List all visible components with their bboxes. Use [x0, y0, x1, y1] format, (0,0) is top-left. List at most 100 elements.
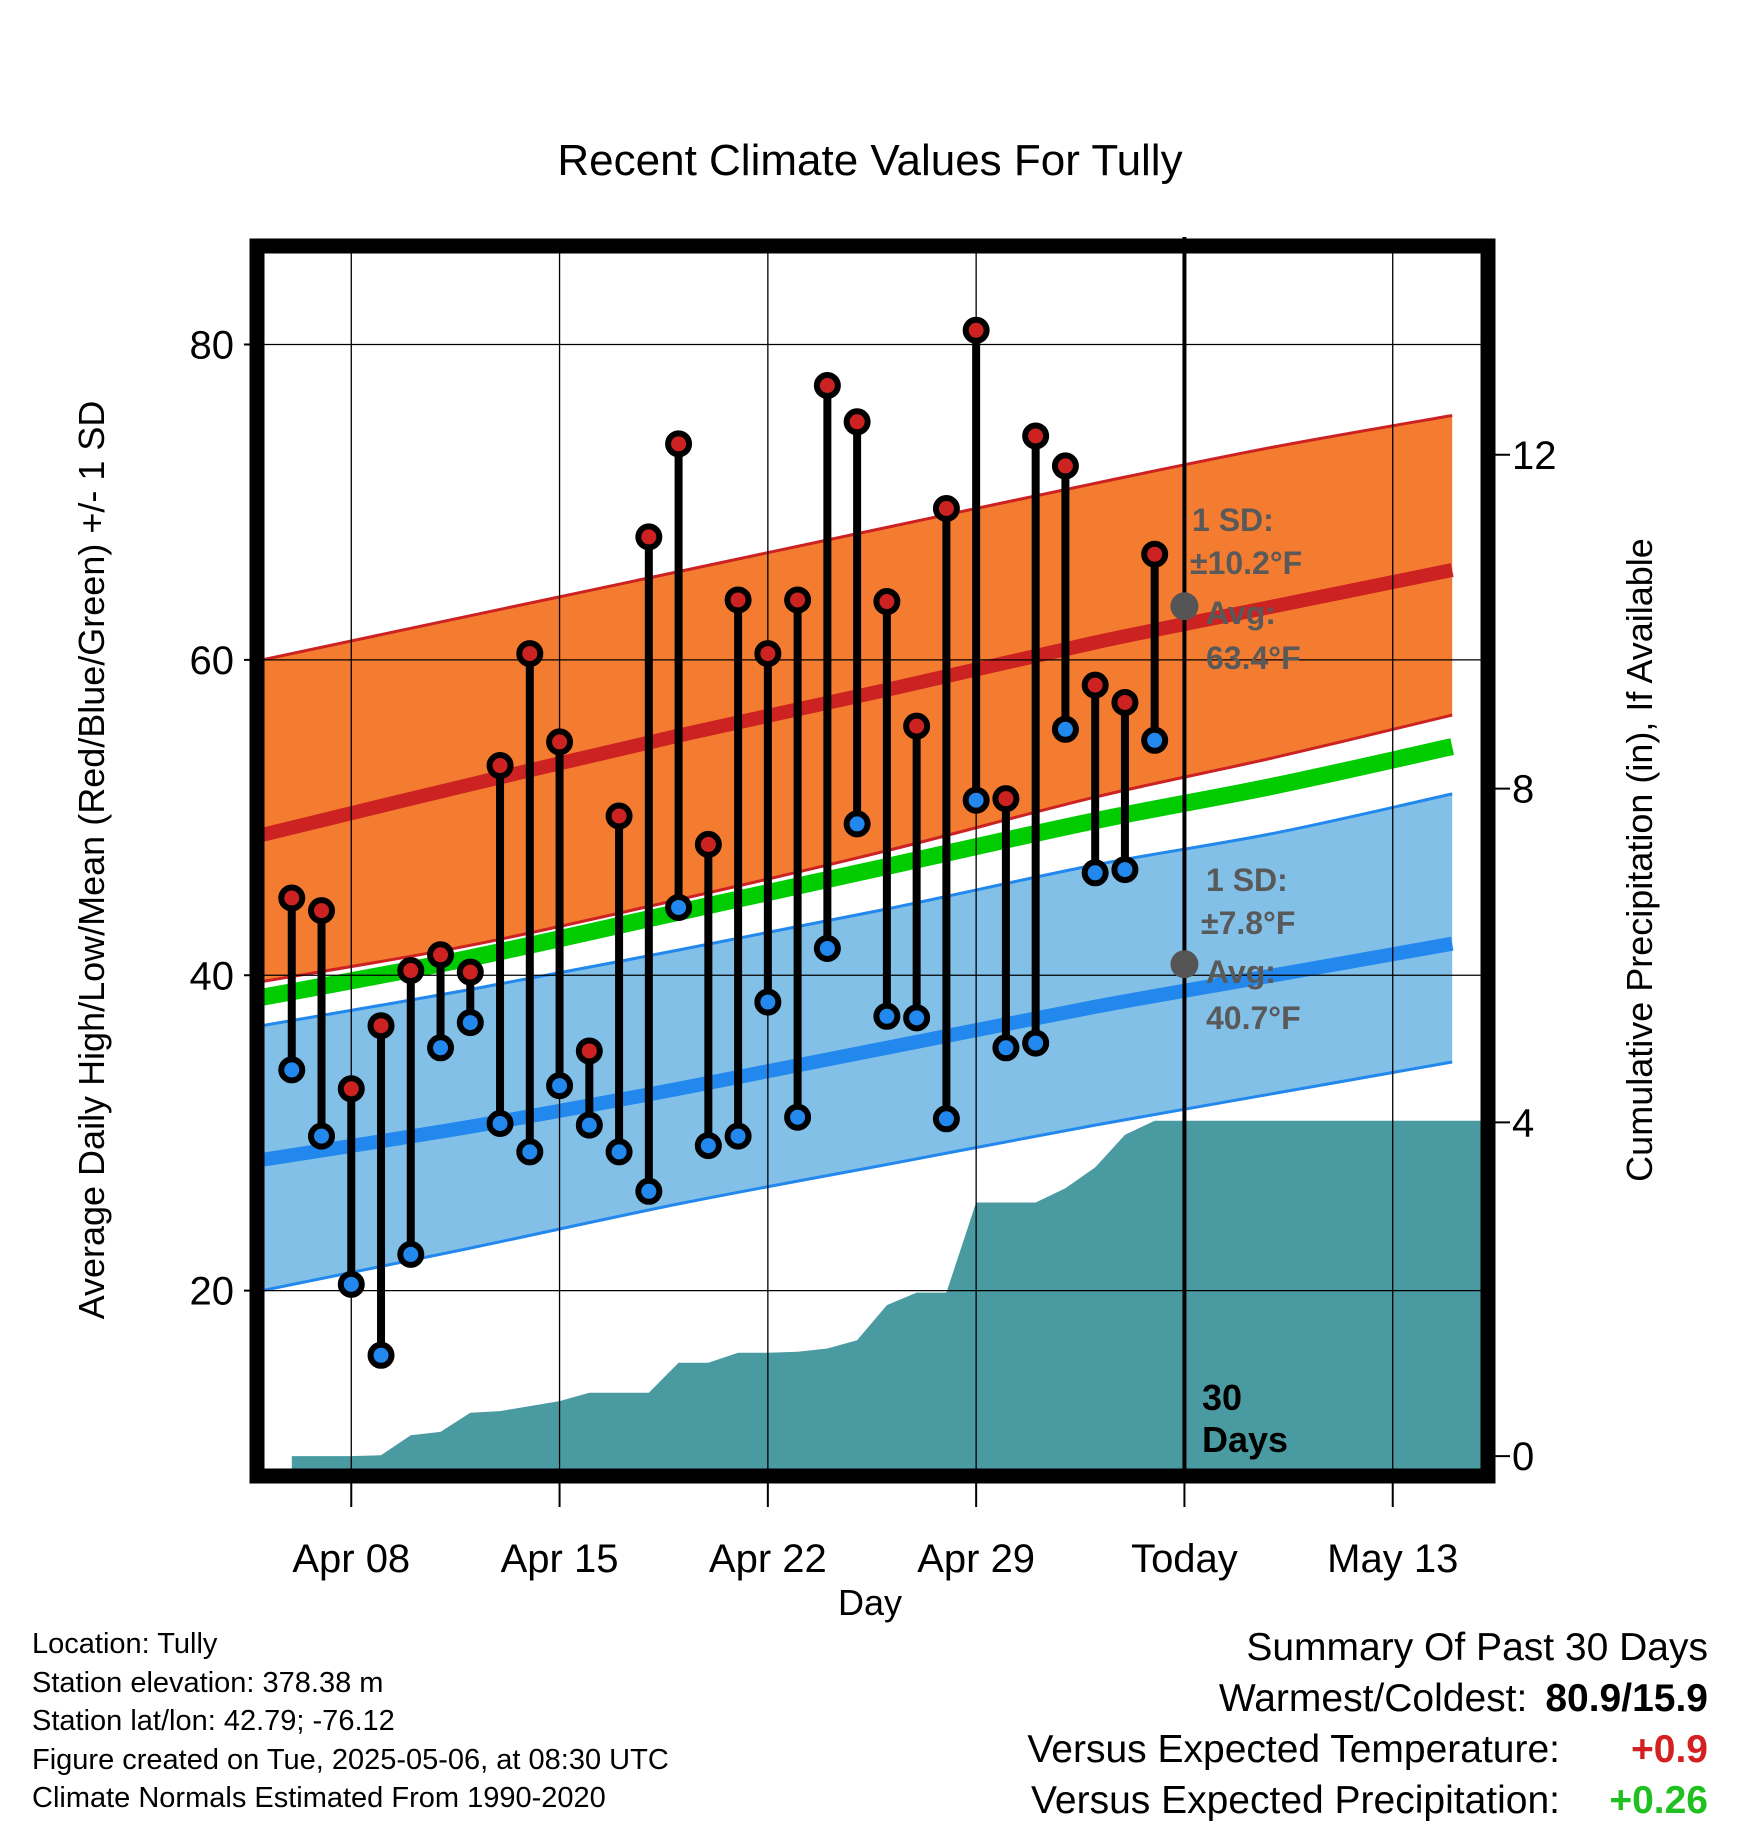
high-temp-point: [784, 586, 812, 614]
window-label-number: 30: [1202, 1377, 1242, 1418]
high-temp-point: [1141, 540, 1169, 568]
low-temp-point: [397, 1240, 425, 1268]
high-temp-point: [694, 830, 722, 858]
low-temp-point: [962, 786, 990, 814]
summary-panel: Summary Of Past 30 Days Warmest/Coldest:…: [1027, 1622, 1708, 1826]
plot-frame: [249, 238, 1496, 1484]
low-temp-point: [1022, 1029, 1050, 1057]
x-tick-label: Today: [1131, 1537, 1238, 1581]
low-temp-point: [486, 1110, 514, 1137]
low-avg-value: 40.7°F: [1206, 1000, 1301, 1036]
x-axis-label: Day: [838, 1582, 902, 1623]
window-label-days: Days: [1202, 1419, 1288, 1460]
low-temp-point: [694, 1132, 722, 1160]
high-temp-point: [427, 941, 455, 969]
high-band-upper-edge: [262, 414, 1453, 662]
low-temp-point: [903, 1004, 931, 1032]
annotations: 1 SD: ±10.2°F Avg: 63.4°F 1 SD: ±7.8°F A…: [1190, 502, 1302, 1460]
high-temp-point: [397, 957, 425, 985]
summary-title: Summary Of Past 30 Days: [1246, 1626, 1708, 1669]
high-temp-point: [367, 1012, 395, 1040]
low-temp-point: [843, 810, 871, 838]
low-temp-point: [1051, 715, 1079, 743]
high-avg-value: 63.4°F: [1206, 640, 1301, 676]
x-tick-label: Apr 29: [917, 1537, 1035, 1581]
today-low-avg-marker: [1170, 950, 1199, 979]
high-temp-point: [873, 588, 901, 616]
high-temp-point: [1111, 688, 1139, 716]
low-temp-point: [873, 1002, 901, 1030]
station-info: Location: Tully Station elevation: 378.3…: [32, 1625, 669, 1818]
data-marks: [278, 316, 1199, 1369]
high-temp-point: [1022, 422, 1050, 450]
elevation-text: Station elevation: 378.38 m: [32, 1666, 384, 1699]
x-tick-label: May 13: [1327, 1537, 1458, 1581]
high-temp-point: [813, 372, 841, 399]
low-temp-point: [724, 1122, 752, 1150]
latlon-text: Station lat/lon: 42.79; -76.12: [32, 1705, 395, 1737]
low-temp-point: [575, 1111, 603, 1139]
low-temp-point: [546, 1072, 574, 1100]
high-temp-point: [456, 958, 484, 986]
low-temp-point: [337, 1270, 365, 1298]
high-sd-label: 1 SD:: [1192, 502, 1274, 538]
low-temp-point: [367, 1341, 395, 1369]
low-temp-point: [516, 1138, 544, 1166]
precip-anomaly-label: Versus Expected Precipitation:: [1031, 1779, 1560, 1822]
warmest-label: Warmest/Coldest:: [1218, 1677, 1528, 1720]
temp-anomaly-label: Versus Expected Temperature:: [1027, 1728, 1560, 1771]
low-temp-point: [427, 1034, 455, 1062]
high-avg-label: Avg:: [1206, 595, 1276, 631]
high-temp-point: [575, 1037, 603, 1065]
y2-tick-label: 4: [1512, 1101, 1534, 1145]
high-temp-point: [932, 495, 960, 522]
x-tick-label: Apr 08: [292, 1537, 410, 1581]
high-temp-point: [754, 640, 782, 668]
high-temp-point: [278, 884, 306, 912]
high-temp-point: [1081, 671, 1109, 699]
low-sd-label: 1 SD:: [1206, 862, 1288, 898]
temp-anomaly-value: +0.9: [1631, 1728, 1708, 1771]
climate-chart: Recent Climate Values For Tully 20406080…: [71, 136, 1660, 1623]
high-temp-point: [903, 712, 931, 740]
low-temp-point: [665, 893, 693, 921]
low-avg-label: Avg:: [1206, 954, 1276, 990]
y2-tick-label: 0: [1512, 1435, 1534, 1479]
high-temp-point: [992, 785, 1020, 813]
high-temp-point: [962, 316, 990, 344]
location-text: Location: Tully: [32, 1628, 218, 1660]
low-temp-point: [308, 1122, 336, 1150]
high-temp-point: [843, 408, 871, 436]
summary-precip-row: Versus Expected Precipitation: +0.26: [1027, 1775, 1708, 1826]
low-temp-point: [278, 1056, 306, 1084]
summary-warmest-row: Warmest/Coldest: 80.9/15.9: [1027, 1673, 1708, 1724]
high-temp-point: [605, 802, 633, 830]
low-temp-point: [992, 1034, 1020, 1062]
created-text: Figure created on Tue, 2025-05-06, at 08…: [32, 1743, 669, 1776]
low-temp-point: [932, 1105, 960, 1133]
high-temp-point: [516, 640, 544, 668]
summary-temp-row: Versus Expected Temperature: +0.9: [1027, 1724, 1708, 1775]
warmest-value: 80.9/15.9: [1545, 1677, 1708, 1720]
y-tick-label: 60: [190, 639, 235, 683]
low-temp-point: [1111, 856, 1139, 884]
x-tick-label: Apr 22: [709, 1537, 827, 1581]
high-temp-point: [665, 430, 693, 458]
low-temp-point: [1141, 726, 1169, 754]
low-temp-point: [605, 1138, 633, 1166]
normals-text: Climate Normals Estimated From 1990-2020: [32, 1782, 606, 1814]
low-temp-point: [754, 988, 782, 1016]
low-band-lower-edge: [262, 1060, 1453, 1293]
high-temp-point: [546, 728, 574, 756]
high-temp-point: [308, 897, 336, 925]
low-temp-point: [635, 1177, 663, 1205]
y-tick-label: 20: [190, 1270, 235, 1314]
y2-axis-label: Cumulative Precipitation (in), If Availa…: [1619, 538, 1660, 1182]
high-temp-point: [1051, 452, 1079, 480]
chart-title: Recent Climate Values For Tully: [557, 136, 1182, 185]
high-temp-point: [635, 523, 663, 551]
y2-tick-label: 8: [1512, 768, 1534, 812]
low-temp-point: [456, 1009, 484, 1037]
today-high-avg-marker: [1170, 592, 1199, 621]
low-temp-point: [784, 1103, 812, 1131]
